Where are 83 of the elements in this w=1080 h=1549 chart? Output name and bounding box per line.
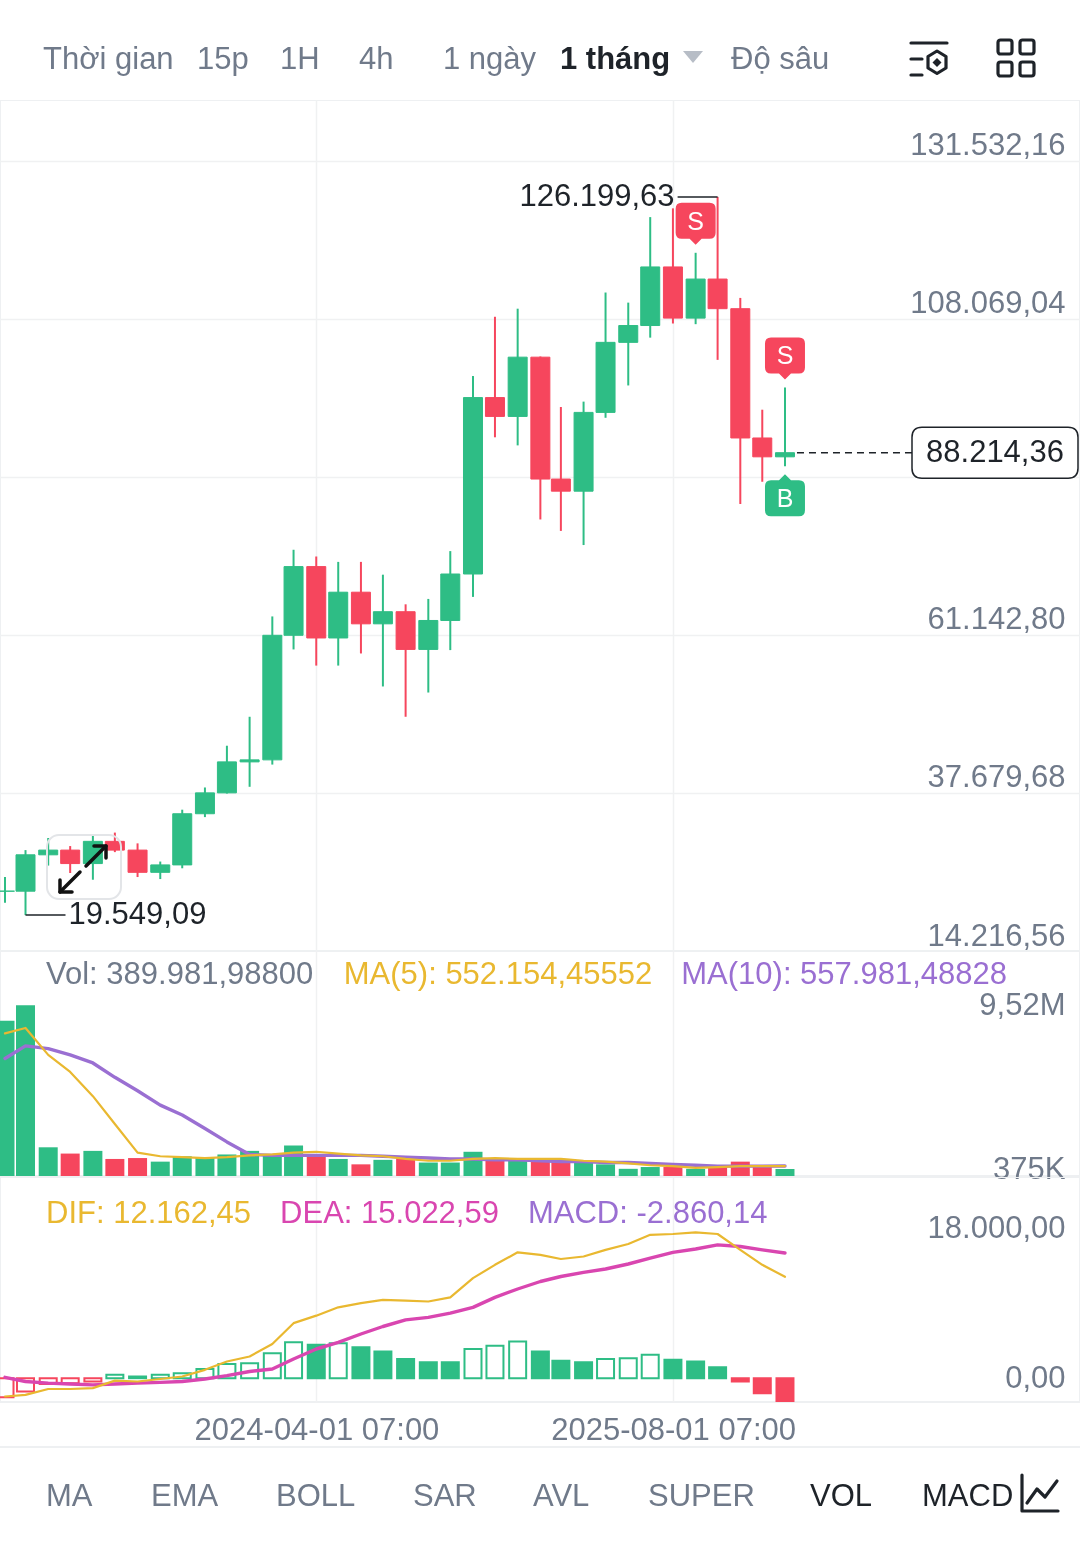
bar: [730, 1377, 750, 1383]
bar: [663, 1358, 683, 1380]
bar: [752, 1377, 772, 1395]
bar: [640, 1167, 660, 1176]
text: VOL: [810, 1477, 873, 1513]
bar: [284, 1341, 304, 1380]
bar: [440, 1162, 460, 1176]
bar: [217, 1363, 237, 1380]
bar: [328, 1158, 348, 1176]
bar: [708, 1366, 728, 1380]
bar: [618, 1168, 638, 1176]
bar: [663, 1167, 683, 1176]
annotation: B: [776, 484, 794, 513]
series-label: DEA: 15.022,59: [280, 1195, 499, 1230]
y-tick-label: 131.532,16: [910, 127, 1066, 163]
bar: [351, 1346, 371, 1380]
text: BOLL: [276, 1477, 356, 1513]
text: Độ sâu: [731, 40, 830, 76]
annotation: S: [687, 206, 704, 235]
text: EMA: [151, 1477, 219, 1513]
annotation: S: [776, 341, 794, 370]
annotation: MACD: -2.860,14: [527, 1195, 768, 1230]
x-tick-label: 2024-04-01 07:00: [194, 1411, 440, 1447]
bar: [418, 1361, 438, 1380]
bar: [640, 1353, 660, 1380]
y-tick-label: 18.000,00: [927, 1209, 1066, 1245]
bar: [373, 1159, 393, 1176]
bar: [262, 1155, 282, 1176]
bar: [618, 1357, 638, 1380]
y-tick-label: 37.679,68: [927, 759, 1066, 795]
y-tick-label: 0,00: [1005, 1359, 1066, 1395]
bar: [418, 1162, 438, 1176]
bar: [150, 1373, 170, 1380]
bar: [150, 1161, 170, 1176]
bar: [775, 1377, 795, 1402]
text: MA: [46, 1477, 93, 1513]
bar: [396, 1358, 416, 1380]
bar: [128, 1158, 148, 1176]
bar: [105, 1373, 125, 1380]
bar: [83, 1377, 103, 1383]
text: AVL: [533, 1477, 590, 1513]
bar: [596, 1164, 616, 1176]
bar: [574, 1361, 594, 1380]
bar: [262, 1352, 282, 1380]
text: 1H: [280, 40, 320, 76]
text: SUPER: [648, 1477, 755, 1513]
bar: [195, 1368, 215, 1380]
bar: [686, 1168, 706, 1176]
bar: [351, 1164, 371, 1176]
bar: [508, 1160, 528, 1176]
bar: [60, 1153, 80, 1176]
bar: [306, 1155, 326, 1176]
text: SAR: [413, 1477, 477, 1513]
text: DIF: 12.162,45: [46, 1195, 252, 1230]
bar: [596, 1358, 616, 1380]
bar: [373, 1350, 393, 1380]
bar: [172, 1372, 192, 1380]
bar: [485, 1344, 505, 1380]
text: 1 tháng: [560, 40, 671, 76]
text: 1 ngày: [443, 40, 537, 76]
bar: [463, 1348, 483, 1380]
text: 15p: [197, 40, 249, 76]
y-tick-label: 61.142,80: [927, 601, 1066, 637]
bar: [105, 1158, 125, 1176]
text: Thời gian: [43, 40, 174, 76]
bar: [440, 1361, 460, 1380]
bar: [686, 1360, 706, 1380]
y-tick-label: 14.216,56: [927, 917, 1066, 953]
text: MACD: [922, 1477, 1014, 1513]
text: 4h: [359, 40, 394, 76]
bar: [83, 1150, 103, 1176]
x-tick-label: 2025-08-01 07:00: [551, 1411, 797, 1447]
chart-title: Vol: 389.981,98800: [46, 956, 314, 991]
bar: [38, 1147, 58, 1176]
annotation: 19.549,09: [68, 896, 207, 932]
text: MA(5): 552.154,45552: [343, 956, 653, 991]
bar: [508, 1340, 528, 1380]
ref-line-label: 88.214,36: [926, 433, 1064, 469]
bar: [240, 1362, 260, 1380]
y-tick-label: 108.069,04: [910, 285, 1066, 321]
bar: [775, 1169, 795, 1176]
bar: [328, 1342, 348, 1380]
annotation: 126.199,63: [519, 177, 675, 213]
